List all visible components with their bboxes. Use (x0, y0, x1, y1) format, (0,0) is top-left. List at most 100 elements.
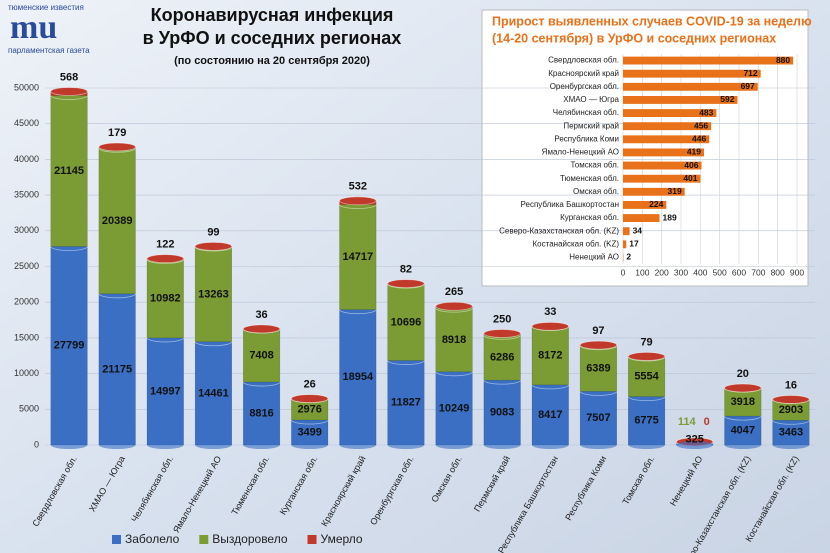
x-tick-label: 0 (621, 267, 626, 277)
value-label: 456 (694, 120, 708, 130)
y-tick-label: Республика Башкортостан (521, 200, 619, 209)
value-label: 7408 (249, 350, 273, 362)
bar-cap (339, 196, 377, 206)
y-tick-label: Свердловская обл. (548, 56, 619, 65)
value-label: 10249 (439, 402, 470, 414)
value-label: 99 (207, 226, 219, 238)
bar-cap (435, 301, 473, 311)
value-label: 265 (445, 286, 463, 298)
x-tick-label: 500 (713, 267, 727, 277)
y-tick-label: Костанайская обл. (KZ) (533, 239, 620, 248)
bar-segment (98, 147, 136, 295)
value-label: 697 (741, 81, 755, 91)
bar-base (291, 441, 328, 449)
bar (623, 82, 758, 91)
bar (623, 161, 702, 170)
inset-title: Прирост выявленных случаев COVID-19 за н… (492, 14, 812, 28)
value-label: 483 (699, 107, 713, 117)
y-tick-label: 45000 (14, 118, 39, 128)
value-label: 2976 (297, 403, 321, 415)
bar-base (243, 441, 280, 449)
bar-base (580, 441, 617, 449)
y-tick-label: Тюменская обл. (560, 174, 619, 183)
value-label: 27799 (54, 340, 85, 352)
value-label: 26 (304, 378, 316, 390)
value-label: 16 (785, 379, 797, 391)
value-label: 6775 (634, 415, 658, 427)
bar-segment (98, 293, 136, 446)
logo-bottom: парламентская газета (8, 46, 90, 55)
logo-mark: mu (10, 9, 57, 46)
bar-segment (387, 283, 425, 361)
y-tick-label: Ямало-Ненецкий АО (542, 148, 619, 157)
value-label: 179 (108, 127, 126, 139)
bar-base (50, 441, 88, 449)
y-tick-label: Омская обл. (573, 187, 619, 196)
bar (623, 69, 761, 78)
bar-base (483, 441, 521, 449)
y-tick-label: 15000 (14, 332, 39, 342)
value-label: 9083 (490, 406, 514, 418)
legend-label: Заболело (125, 532, 180, 546)
y-tick-label: 35000 (14, 189, 39, 199)
value-label: 14997 (150, 385, 181, 397)
value-label: 4047 (731, 424, 755, 436)
y-tick-label: Республика Коми (554, 134, 619, 143)
bar (623, 201, 667, 209)
value-label: 21175 (102, 363, 132, 375)
chart-subtitle: в УрФО и соседних регионах (143, 28, 402, 48)
bar-segment (531, 326, 569, 386)
value-label: 82 (400, 264, 412, 276)
bar-segment (146, 259, 184, 339)
legend-swatch (307, 535, 317, 544)
value-label: 10982 (150, 293, 181, 305)
bar (623, 240, 627, 249)
value-label: 114 (678, 416, 697, 428)
bar-segment (243, 381, 281, 446)
y-tick-label: ХМАО — Югра (563, 95, 619, 104)
bar-cap (579, 340, 618, 350)
x-tick-label: 700 (751, 267, 765, 277)
bar-base (147, 441, 184, 449)
y-tick-label: Оренбургская обл. (550, 82, 619, 91)
bar-cap (146, 254, 184, 264)
value-label: 532 (349, 181, 367, 193)
value-label: 319 (667, 186, 681, 196)
bar-cap (290, 394, 329, 403)
bar-segment (579, 391, 617, 446)
logo-top: тюменские известия (8, 3, 84, 12)
y-tick-label: Челябинская обл. (553, 108, 619, 117)
value-label: 34 (633, 225, 643, 235)
value-label: 14461 (198, 387, 229, 399)
value-label: 6389 (586, 362, 610, 374)
bar-cap (724, 383, 762, 393)
value-label: 880 (776, 55, 790, 65)
value-label: 3463 (779, 427, 803, 439)
bar (623, 214, 660, 222)
value-label: 11827 (391, 397, 421, 409)
value-label: 36 (255, 309, 267, 321)
bar-cap (242, 324, 281, 334)
chart-note: (по состоянию на 20 сентября 2020) (174, 55, 370, 67)
x-tick-label: 100 (635, 267, 649, 277)
logo: тюменские известия mu парламентская газе… (8, 3, 90, 55)
chart-title: Коронавирусная инфекция (151, 5, 394, 25)
value-label: 401 (683, 173, 697, 183)
bar-base (628, 441, 665, 449)
bar-cap (50, 87, 88, 96)
bar (623, 135, 710, 144)
value-label: 568 (60, 71, 78, 83)
value-label: 2903 (779, 404, 803, 416)
value-label: 3499 (297, 426, 321, 438)
y-tick-label: 40000 (14, 154, 39, 164)
bar-segment (194, 341, 232, 446)
y-tick-label: 5000 (19, 404, 39, 414)
value-label: 13263 (198, 288, 229, 300)
y-tick-label: 10000 (14, 368, 39, 378)
value-label: 20389 (102, 215, 133, 227)
bar-segment (483, 379, 521, 446)
value-label: 20 (737, 368, 749, 380)
value-label: 2 (626, 252, 631, 262)
y-tick-label: 25000 (14, 261, 39, 271)
